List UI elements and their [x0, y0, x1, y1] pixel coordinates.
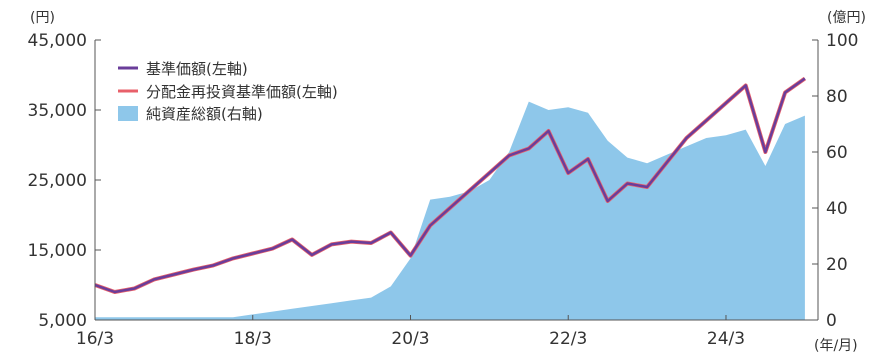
left-tick-label: 45,000	[28, 31, 87, 51]
left-tick-label: 5,000	[38, 311, 87, 331]
nav-line	[94, 77, 806, 294]
right-tick-label: 0	[826, 311, 837, 331]
legend-nav-label: 基準価額(左軸)	[146, 60, 248, 78]
nav-lines-layer	[94, 76, 807, 294]
left-tick-label: 15,000	[28, 241, 87, 261]
net-assets-layer	[95, 101, 805, 320]
legend-reinvested-label: 分配金再投資基準価額(左軸)	[146, 83, 338, 101]
legend-net-assets-label: 純資産総額(右軸)	[146, 105, 263, 123]
x-tick-label: 24/3	[707, 329, 745, 349]
x-axis-unit: (年/月)	[814, 338, 858, 354]
left-axis-unit: (円)	[30, 10, 55, 26]
right-tick-label: 60	[826, 143, 848, 163]
net-assets-area	[95, 101, 805, 320]
right-tick-label: 40	[826, 199, 848, 219]
legend-net-assets-swatch	[118, 106, 138, 121]
x-tick-label: 22/3	[549, 329, 587, 349]
x-tick-label: 20/3	[391, 329, 429, 349]
legend: 基準価額(左軸) 分配金再投資基準価額(左軸) 純資産総額(右軸)	[118, 60, 338, 123]
left-tick-label: 25,000	[28, 171, 87, 191]
x-tick-label: 18/3	[234, 329, 272, 349]
right-axis-unit: (億円)	[827, 10, 866, 26]
left-tick-label: 35,000	[28, 101, 87, 121]
axes-layer: 45,000 35,000 25,000 15,000 5,000 100 80 60 40 20…	[28, 31, 859, 349]
x-tick-label: 16/3	[76, 329, 114, 349]
right-tick-label: 80	[826, 87, 848, 107]
right-tick-label: 20	[826, 255, 848, 275]
right-tick-label: 100	[826, 31, 858, 51]
